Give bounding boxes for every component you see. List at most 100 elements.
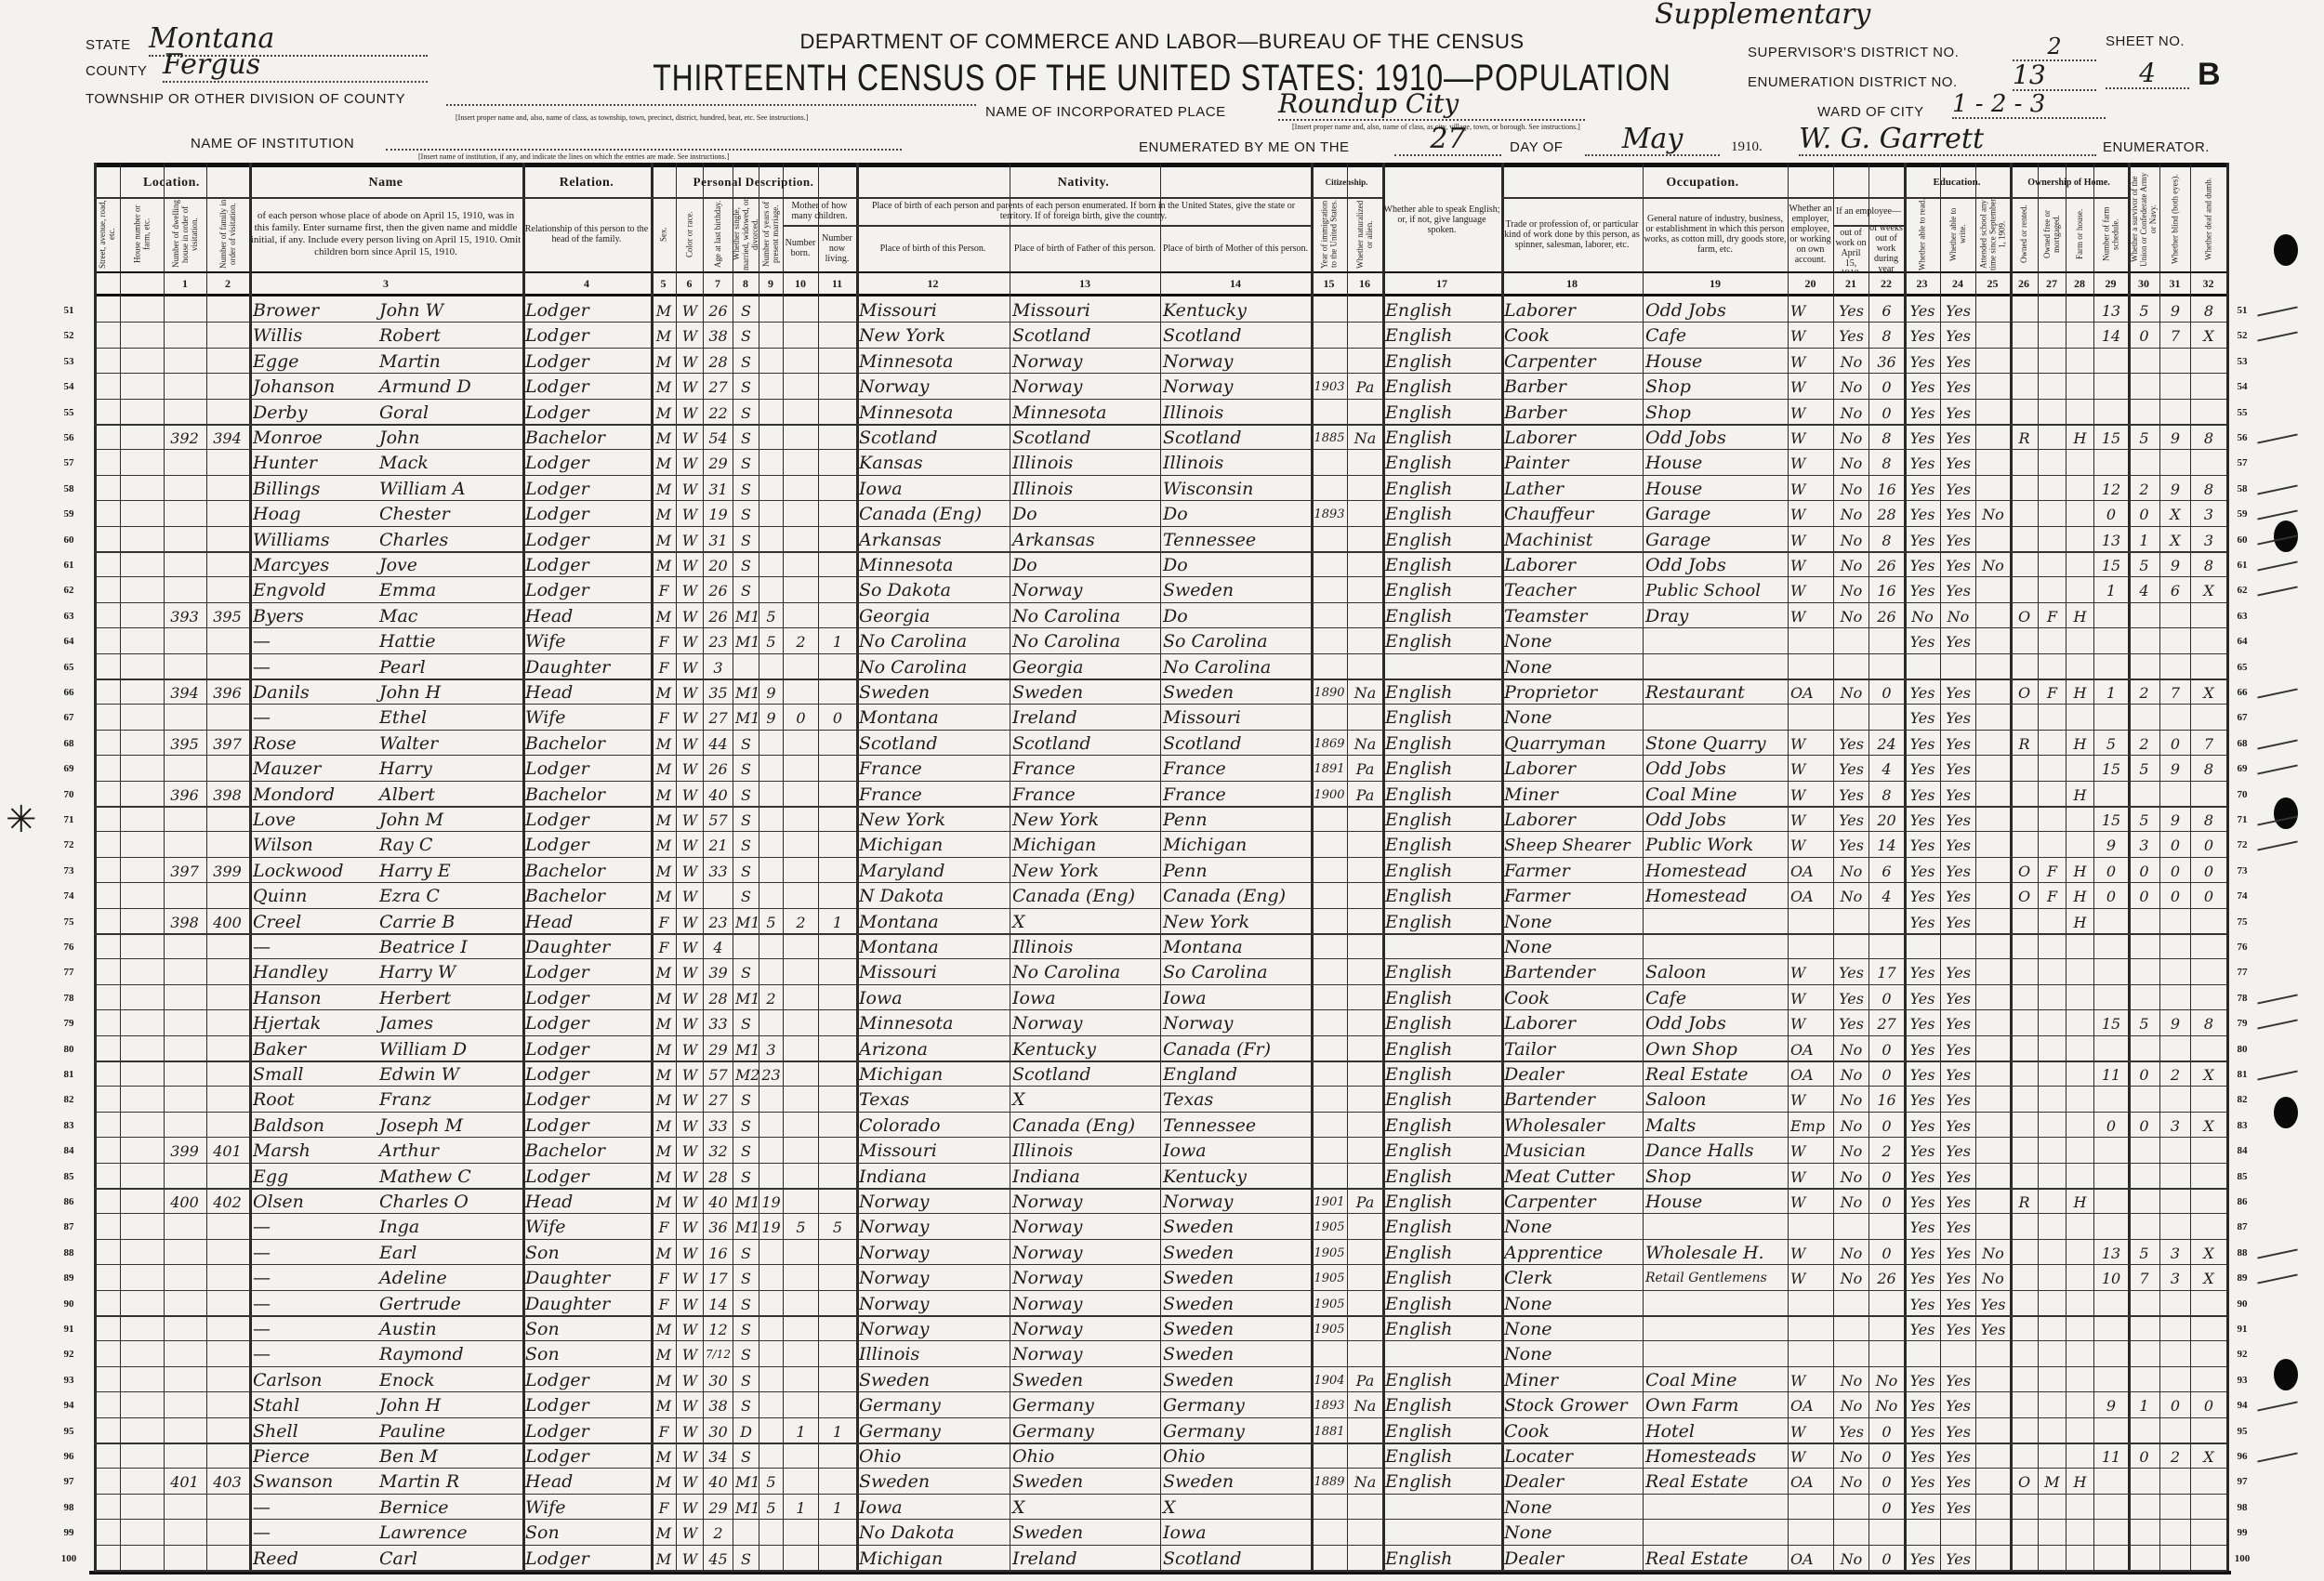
cell-trade: Chauffeur [1504,504,1594,525]
cell-age: 26 [708,760,728,779]
cell-marital-status: S [741,327,751,346]
cell-surname: Hunter [253,453,318,474]
cell-given-name: Martin [379,350,441,372]
cell-father-birthplace: Norway [1012,1293,1083,1314]
cell-race: W [681,455,698,473]
row-rule [94,704,2226,705]
cell-given-name: Beatrice I [379,937,468,957]
column-number: 11 [831,277,843,290]
cell-race: W [681,837,698,855]
cell-deaf-dumb: 8 [2203,1015,2214,1034]
cell-given-name: Ray C [379,835,433,856]
cell-surname: Byers [253,605,304,626]
cell-veteran: 0 [2139,327,2149,346]
cell-farm-or-house: H [2073,1193,2087,1211]
cell-age: 29 [708,1040,728,1059]
cell-industry: House [1645,478,1703,499]
cell-language: English [1385,1319,1453,1339]
column-divider [206,163,208,1571]
cell-weeks-out-of-work: 0 [1882,378,1892,397]
cell-out-of-work: Yes [1839,785,1864,804]
cell-birthplace: Scotland [859,428,938,448]
cell-sex: M [655,811,672,829]
cell-birthplace: Georgia [859,605,931,626]
row-number: 54 [63,381,74,393]
cell-relation: Lodger [525,1064,589,1085]
cell-given-name: Goral [379,402,429,423]
cell-dwelling-number: 392 [170,429,199,447]
cell-given-name: Mathew C [379,1166,471,1187]
cell-race: W [681,1142,698,1161]
cell-language: English [1385,478,1453,499]
cell-industry: Odd Jobs [1645,555,1726,575]
row-number-right: 96 [2237,1451,2248,1462]
cell-age: 26 [708,582,728,600]
cell-employer-status: W [1790,429,1806,447]
cell-can-write: Yes [1946,352,1971,371]
cell-industry: Real Estate [1645,1064,1749,1085]
cell-family-number: 395 [213,607,242,626]
cell-can-read: Yes [1909,811,1935,829]
cell-birthplace: Norway [859,1242,930,1263]
cell-can-read: Yes [1909,403,1935,422]
cell-language: English [1385,1064,1453,1085]
row-number-right: 71 [2237,814,2248,825]
column-header: Whether single, married, widowed, or div… [733,198,759,270]
cell-mother-birthplace: Iowa [1163,987,1207,1008]
group-rule [1904,197,2010,199]
cell-blind: 0 [2170,888,2181,906]
cell-can-write: Yes [1946,888,1971,906]
cell-can-read: Yes [1909,888,1935,906]
row-rule [94,500,2226,502]
group-rule [1501,197,1904,199]
row-number-right: 52 [2237,330,2248,342]
row-number-right: 61 [2237,560,2248,571]
cell-age: 28 [708,1167,728,1186]
cell-veteran: 5 [2139,1015,2149,1034]
cell-relation: Lodger [525,1446,589,1467]
cell-dwelling-number: 394 [170,684,199,702]
cell-weeks-out-of-work: 17 [1877,964,1896,982]
cell-can-read: Yes [1909,455,1935,473]
cell-race: W [681,352,698,371]
cell-sex: M [655,989,672,1008]
enumerated-label: Enumerated by me on the [1139,139,1350,155]
cell-father-birthplace: Norway [1012,1192,1083,1212]
cell-can-write: Yes [1946,302,1971,320]
cell-age: 38 [708,327,728,346]
cell-dwelling-number: 395 [170,734,199,753]
row-rule [94,1468,2226,1469]
cell-birthplace: Germany [859,1420,941,1442]
column-number: 5 [660,277,667,290]
cell-mother-birthplace: Penn [1163,860,1208,881]
cell-weeks-out-of-work: 8 [1882,429,1892,447]
cell-employer-status: W [1790,785,1806,804]
cell-out-of-work: No [1840,1244,1863,1262]
cell-family-number: 399 [213,862,242,880]
cell-race: W [681,709,698,728]
cell-mother-birthplace: Missouri [1163,707,1241,729]
cell-relation: Bachelor [525,860,606,881]
incorporated-place-note: [Insert proper name and, also, name of c… [1292,123,1580,131]
institution-note: [Insert name of institution, if any, and… [418,152,730,161]
cell-mother-birthplace: Sweden [1163,1242,1235,1263]
cell-employer-status: OA [1790,888,1814,906]
cell-mother-birthplace: Wisconsin [1163,478,1254,499]
cell-immigration-year: 1885 [1314,431,1345,445]
cell-trade: None [1504,1344,1552,1365]
cell-mother-birthplace: Michigan [1163,835,1248,856]
row-number: 82 [63,1094,74,1106]
cell-out-of-work: No [1840,1448,1863,1466]
cell-age: 2 [713,1524,723,1543]
cell-out-of-work: Yes [1839,1015,1864,1034]
cell-trade: Bartender [1504,962,1595,983]
cell-can-read: Yes [1909,1371,1935,1390]
cell-blind: 9 [2170,811,2181,829]
cell-industry: Shop [1645,376,1691,398]
cell-blind: 9 [2170,480,2181,498]
cell-can-read: Yes [1909,1321,1935,1338]
cell-can-read: Yes [1909,1015,1935,1034]
cell-industry: Own Shop [1645,1038,1737,1060]
cell-sex: M [655,1142,672,1161]
row-rule [94,1570,2226,1572]
